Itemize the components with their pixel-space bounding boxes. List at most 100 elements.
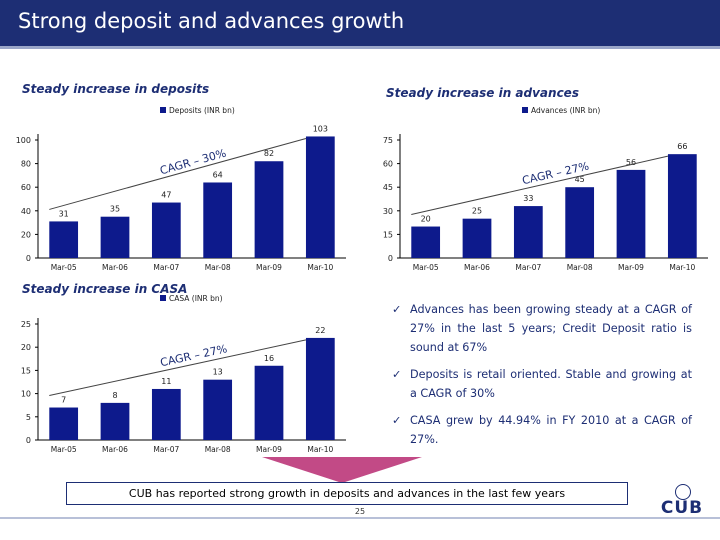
advances-chart: Advances (INR bn)0153045607520Mar-0525Ma… xyxy=(360,100,720,280)
x-tick-label: Mar-10 xyxy=(307,263,333,272)
y-tick-label: 100 xyxy=(16,136,31,145)
y-tick-label: 10 xyxy=(21,390,31,399)
y-tick-label: 20 xyxy=(21,343,31,352)
x-tick-label: Mar-10 xyxy=(307,445,333,454)
checkmark-icon: ✓ xyxy=(392,365,401,384)
bullet-deposits: ✓ Deposits is retail oriented. Stable an… xyxy=(392,365,692,403)
x-tick-label: Mar-10 xyxy=(669,263,695,272)
deposits-subheading: Steady increase in deposits xyxy=(22,82,209,96)
bar xyxy=(255,366,284,440)
legend-swatch xyxy=(160,295,166,301)
title-divider xyxy=(0,46,720,49)
data-label: 8 xyxy=(112,391,117,400)
x-tick-label: Mar-09 xyxy=(618,263,644,272)
y-tick-label: 60 xyxy=(383,160,393,169)
x-tick-label: Mar-07 xyxy=(153,445,179,454)
data-label: 16 xyxy=(264,354,274,363)
bar xyxy=(668,154,697,258)
footer-divider xyxy=(0,517,720,519)
cagr-annotation: CAGR – 27% xyxy=(159,342,228,369)
bar xyxy=(152,389,181,440)
y-tick-label: 25 xyxy=(21,320,31,329)
y-tick-label: 75 xyxy=(383,136,393,145)
cub-logo: CUB xyxy=(654,484,710,518)
legend-swatch xyxy=(160,107,166,113)
advances-subheading: Steady increase in advances xyxy=(386,86,579,100)
legend-label: CASA (INR bn) xyxy=(169,294,223,303)
deposits-chart: Deposits (INR bn) 0 20 40 60 80 100 31 Mar-05 35 M… xyxy=(0,100,360,280)
summary-box: CUB has reported strong growth in deposi… xyxy=(66,482,628,505)
y-tick-label: 15 xyxy=(383,230,393,239)
bar xyxy=(203,380,232,440)
title-bar: Strong deposit and advances growth xyxy=(0,0,720,46)
checkmark-icon: ✓ xyxy=(392,300,401,319)
x-tick-label: Mar-06 xyxy=(464,263,490,272)
page-title: Strong deposit and advances growth xyxy=(18,9,404,33)
x-tick-label: Mar-09 xyxy=(256,263,282,272)
y-tick-label: 30 xyxy=(383,207,393,216)
bar xyxy=(255,161,284,258)
y-tick-label: 80 xyxy=(21,160,31,169)
x-tick-label: Mar-09 xyxy=(256,445,282,454)
data-label: 33 xyxy=(523,194,533,203)
legend-swatch xyxy=(522,107,528,113)
down-arrow-icon xyxy=(262,457,422,483)
data-label: 11 xyxy=(161,377,171,386)
highlights-list: ✓ Advances has been growing steady at a … xyxy=(392,300,692,457)
page-number: 25 xyxy=(340,507,380,516)
bar xyxy=(463,219,492,258)
data-label: 13 xyxy=(213,368,223,377)
casa-chart: CASA (INR bn) 0 5 10 15 20 25 7 Mar-05 8 Mar-06 11 M… xyxy=(0,292,360,456)
bullet-text: Deposits is retail oriented. Stable and … xyxy=(410,368,692,400)
data-label: 25 xyxy=(472,207,482,216)
bar xyxy=(617,170,646,258)
data-label: 47 xyxy=(161,191,171,200)
logo-wordmark: CUB xyxy=(654,498,710,518)
data-label: 7 xyxy=(61,396,66,405)
data-label: 31 xyxy=(59,209,69,218)
y-tick-label: 40 xyxy=(21,207,31,216)
bullet-text: Advances has been growing steady at a CA… xyxy=(410,303,692,354)
bar xyxy=(411,227,440,258)
y-tick-label: 0 xyxy=(26,254,31,263)
legend-label: Advances (INR bn) xyxy=(531,106,600,115)
bar xyxy=(514,206,543,258)
y-tick-label: 0 xyxy=(388,254,393,263)
data-label: 20 xyxy=(421,215,431,224)
y-tick-label: 60 xyxy=(21,183,31,192)
bullet-casa: ✓ CASA grew by 44.94% in FY 2010 at a CA… xyxy=(392,411,692,449)
x-tick-label: Mar-07 xyxy=(153,263,179,272)
x-tick-label: Mar-05 xyxy=(51,263,77,272)
data-label: 64 xyxy=(213,170,223,179)
bar xyxy=(203,182,232,258)
bar xyxy=(101,403,130,440)
bullet-advances: ✓ Advances has been growing steady at a … xyxy=(392,300,692,357)
x-tick-label: Mar-06 xyxy=(102,445,128,454)
bar xyxy=(49,408,78,440)
data-label: 35 xyxy=(110,205,120,214)
bar xyxy=(565,187,594,258)
bar xyxy=(306,136,335,258)
y-tick-label: 5 xyxy=(26,413,31,422)
bullet-text: CASA grew by 44.94% in FY 2010 at a CAGR… xyxy=(410,414,692,446)
x-tick-label: Mar-06 xyxy=(102,263,128,272)
data-label: 22 xyxy=(315,326,325,335)
data-label: 103 xyxy=(313,124,328,133)
legend-label: Deposits (INR bn) xyxy=(169,106,235,115)
bar xyxy=(152,203,181,258)
x-tick-label: Mar-07 xyxy=(515,263,541,272)
y-tick-label: 15 xyxy=(21,366,31,375)
data-label: 66 xyxy=(677,142,687,151)
y-tick-label: 0 xyxy=(26,436,31,445)
x-tick-label: Mar-08 xyxy=(567,263,593,272)
bar xyxy=(49,221,78,258)
x-tick-label: Mar-08 xyxy=(205,445,231,454)
bar xyxy=(101,217,130,258)
y-tick-label: 20 xyxy=(21,230,31,239)
checkmark-icon: ✓ xyxy=(392,411,401,430)
y-tick-label: 45 xyxy=(383,183,393,192)
bar xyxy=(306,338,335,440)
x-tick-label: Mar-05 xyxy=(51,445,77,454)
data-label: 82 xyxy=(264,149,274,158)
x-tick-label: Mar-08 xyxy=(205,263,231,272)
